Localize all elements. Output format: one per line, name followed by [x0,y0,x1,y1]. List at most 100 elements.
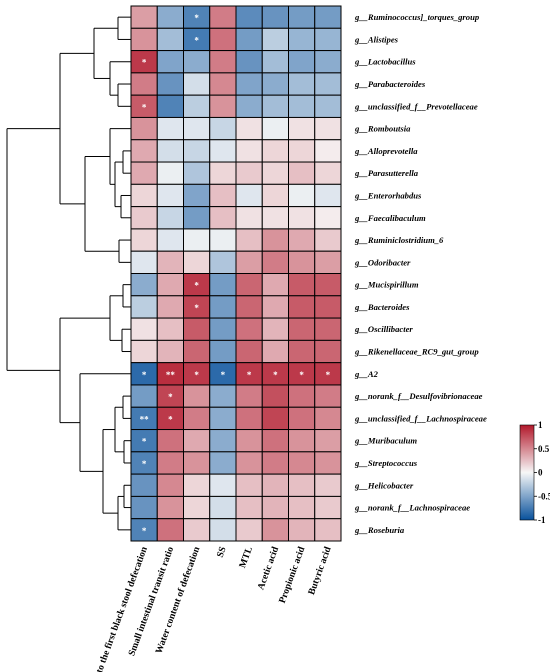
significance-mark-20-0: * [142,459,147,469]
heatmap-cell-8-4 [235,183,263,208]
significance-mark-16-1: ** [166,370,176,380]
heatmap-cell-0-6 [288,5,316,29]
row-label-5: g__Romboutsia [354,124,411,134]
heatmap-cell-0-1 [156,5,184,29]
significance-mark-23-0: * [142,526,147,536]
significance-mark-2-0: * [142,58,147,68]
heatmap-cell-17-6 [288,384,316,408]
heatmap-cell-11-4 [235,250,263,275]
heatmap-cell-21-3 [209,473,237,497]
heatmap-cell-0-7 [314,5,342,29]
heatmap-cell-8-2 [183,183,211,208]
heatmap-cell-15-4 [235,339,263,364]
heatmap-cell-15-2 [183,339,211,364]
heatmap-cell-14-0 [130,317,158,341]
heatmap-cell-22-0 [130,495,158,520]
heatmap-cell-7-4 [235,161,263,185]
heatmap-cell-1-5 [261,27,289,52]
significance-mark-13-2: * [194,303,199,313]
heatmap-cell-13-6 [288,295,316,319]
heatmap-cell-12-0 [130,273,158,297]
significance-mark-1-2: * [194,35,199,45]
heatmap-cell-21-7 [314,473,342,497]
heatmap-cell-0-4 [235,5,263,29]
heatmap-cell-0-0 [130,5,158,29]
heatmap-cell-9-5 [261,206,289,230]
heatmap-cell-6-0 [130,139,158,163]
heatmap-cell-4-1 [156,94,184,118]
heatmap-cell-23-3 [209,518,237,542]
heatmap-cell-10-0 [130,228,158,252]
heatmap-cell-22-4 [235,495,263,520]
heatmap-cell-14-7 [314,317,342,341]
heatmap-cell-19-6 [288,429,316,453]
significance-mark-16-3: * [221,370,226,380]
heatmap-cell-13-4 [235,295,263,319]
heatmap-cell-10-1 [156,228,184,252]
colorbar-tick-label-3: -0.5 [538,491,550,501]
heatmap-cell-6-4 [235,139,263,163]
heatmap-cell-9-6 [288,206,316,230]
significance-mark-18-0: ** [140,414,150,424]
row-label-21: g__Helicobacter [354,480,414,490]
heatmap-cell-9-3 [209,206,237,230]
heatmap-cell-3-1 [156,72,184,96]
heatmap-cell-20-4 [235,451,263,475]
heatmap-cell-11-6 [288,250,316,275]
heatmap-cell-18-7 [314,406,342,431]
colorbar-tick-label-4: -1 [538,515,546,525]
heatmap-cell-17-7 [314,384,342,408]
row-label-2: g__Lactobacillus [354,57,416,67]
heatmap-cell-12-5 [261,273,289,297]
heatmap-cell-6-6 [288,139,316,163]
heatmap-cell-4-7 [314,94,342,118]
row-label-9: g__Faecalibaculum [354,213,426,223]
significance-mark-4-0: * [142,102,147,112]
heatmap-cell-11-0 [130,250,158,275]
heatmap-cell-12-3 [209,273,237,297]
heatmap-cell-7-5 [261,161,289,185]
heatmap-cell-5-5 [261,116,289,141]
heatmap-cell-19-7 [314,429,342,453]
heatmap-cell-23-1 [156,518,184,542]
heatmap-cell-4-5 [261,94,289,118]
heatmap-cells [130,5,342,542]
heatmap-cell-19-4 [235,429,263,453]
significance-mark-19-0: * [142,437,147,447]
heatmap-cell-2-7 [314,50,342,74]
row-label-8: g__Enterorhabdus [354,190,422,200]
row-label-12: g__Mucispirillum [354,280,419,290]
heatmap-cell-12-6 [288,273,316,297]
heatmap-cell-7-7 [314,161,342,185]
heatmap-cell-20-3 [209,451,237,475]
heatmap-cell-13-0 [130,295,158,319]
heatmap-cell-3-5 [261,72,289,96]
row-label-15: g__Rikenellaceae_RC9_gut_group [354,347,479,357]
heatmap-cell-14-1 [156,317,184,341]
heatmap-cell-7-3 [209,161,237,185]
heatmap-cell-3-7 [314,72,342,96]
heatmap-cell-15-0 [130,339,158,364]
heatmap-cell-14-2 [183,317,211,341]
significance-mark-16-7: * [326,370,331,380]
column-label-4: MTL [237,545,255,569]
heatmap-cell-23-2 [183,518,211,542]
column-label-7: Butyric acid [306,545,334,597]
heatmap-cell-22-1 [156,495,184,520]
heatmap-cell-15-5 [261,339,289,364]
colorbar: 1 0.5 0 -0.5 -1 [519,420,550,525]
heatmap-cell-12-4 [235,273,263,297]
heatmap-cell-9-7 [314,206,342,230]
heatmap-cell-8-5 [261,183,289,208]
heatmap-cell-11-1 [156,250,184,275]
heatmap-cell-18-5 [261,406,289,431]
heatmap-cell-21-4 [235,473,263,497]
heatmap-cell-10-4 [235,228,263,252]
heatmap-cell-1-7 [314,27,342,52]
significance-mark-16-2: * [194,370,199,380]
row-label-11: g__Odoribacter [354,257,411,267]
heatmap-cell-10-3 [209,228,237,252]
significance-mark-0-2: * [194,13,199,23]
heatmap-cell-6-3 [209,139,237,163]
heatmap-cell-22-3 [209,495,237,520]
